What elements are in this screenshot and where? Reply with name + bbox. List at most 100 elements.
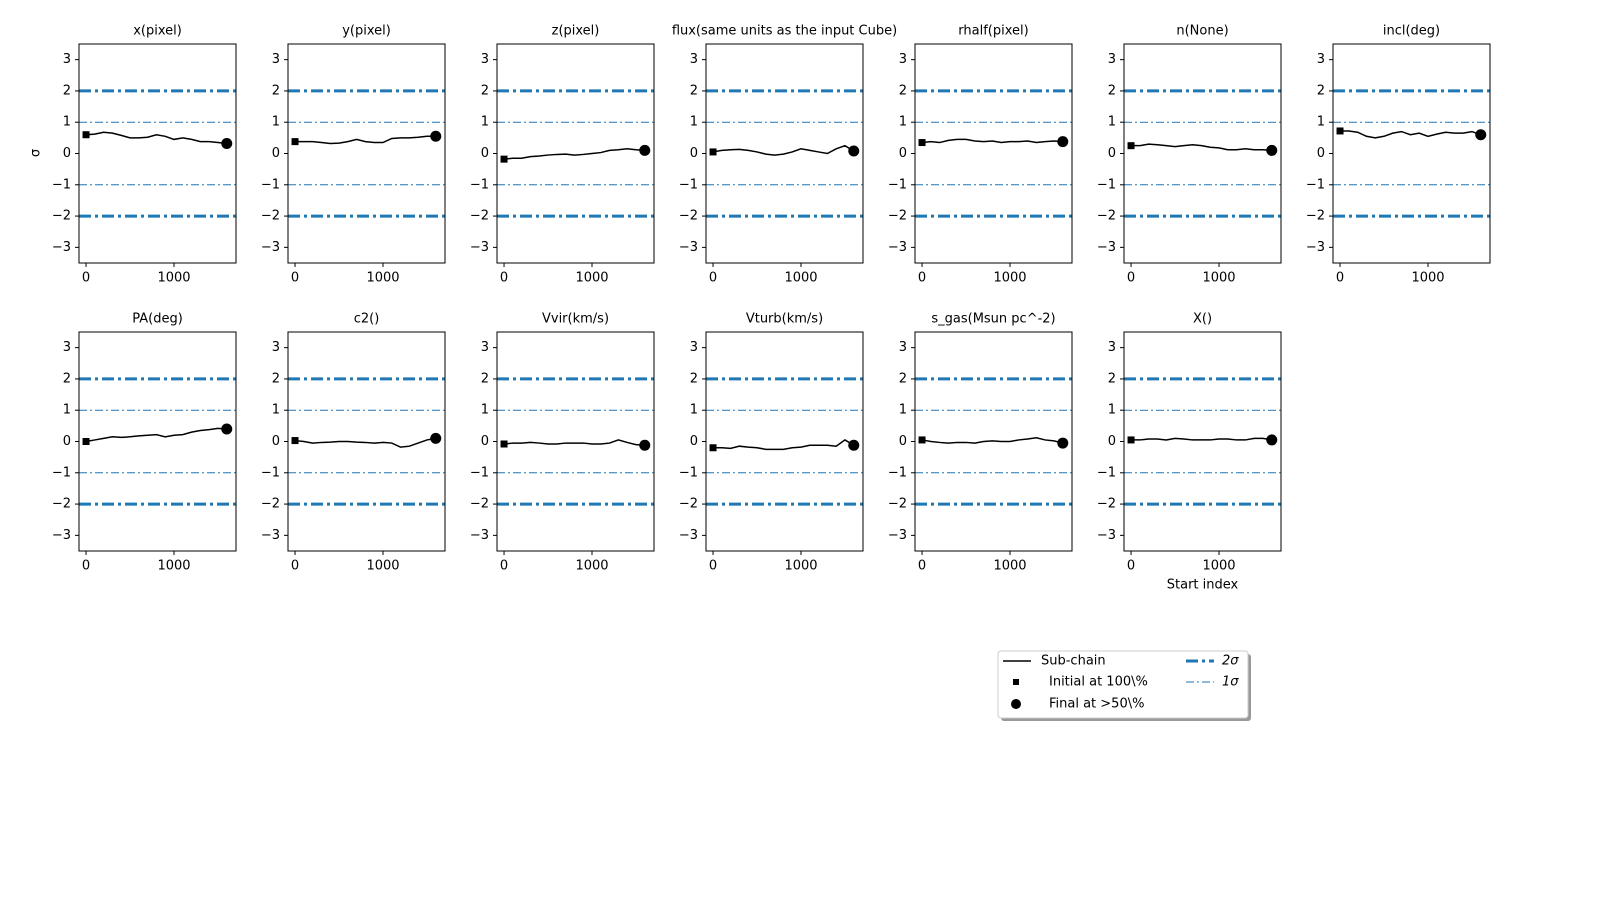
x-tick-label: 1000 — [993, 559, 1026, 574]
sub-chain-line — [1131, 143, 1272, 152]
final-marker — [221, 423, 233, 435]
y-tick-label: 1 — [1108, 115, 1116, 130]
final-marker — [430, 130, 442, 142]
x-tick-label: 0 — [918, 559, 926, 574]
initial-marker — [709, 444, 717, 452]
legend-label: 1σ — [1222, 675, 1239, 690]
sub-chain-line — [85, 427, 227, 443]
y-tick-label: 0 — [481, 146, 489, 161]
y-tick-label: −2 — [261, 209, 280, 224]
y-tick-label: 3 — [63, 52, 71, 67]
y-tick-label: 3 — [272, 340, 280, 355]
sub-chain-line — [713, 439, 855, 451]
y-tick-label: 3 — [481, 52, 489, 67]
x-tick-label: 0 — [709, 271, 717, 286]
legend-circle-sample — [1011, 699, 1021, 709]
y-tick-label: −3 — [1097, 240, 1116, 255]
y-tick-label: −3 — [470, 528, 489, 543]
x-tick-label: 0 — [82, 559, 90, 574]
sub-chain-line — [1340, 130, 1482, 139]
axes-frame — [496, 43, 655, 264]
x-tick-label: 0 — [500, 559, 508, 574]
y-tick-label: 1 — [272, 403, 280, 418]
legend: Sub-chain Initial at 100\% Final at >50\% 2… — [997, 650, 1251, 721]
y-tick-label: 1 — [899, 403, 907, 418]
y-tick-label: 0 — [1108, 434, 1116, 449]
y-tick-label: −1 — [470, 465, 489, 480]
subplot-title: rhalf(pixel) — [958, 24, 1028, 39]
subplot-title: X() — [1193, 312, 1212, 327]
legend-label: Sub-chain — [1041, 654, 1106, 669]
x-tick-label: 0 — [82, 271, 90, 286]
sub-chain-line — [503, 439, 645, 447]
axes-frame — [705, 331, 864, 552]
y-tick-label: −3 — [1306, 240, 1325, 255]
x-tick-label: 1000 — [157, 559, 190, 574]
final-marker — [848, 439, 860, 451]
y-tick-label: −3 — [470, 240, 489, 255]
y-tick-label: 2 — [1317, 83, 1325, 98]
final-marker — [848, 145, 860, 157]
y-tick-label: −2 — [679, 497, 698, 512]
x-tick-label: 1000 — [575, 271, 608, 286]
x-tick-label: 0 — [1336, 271, 1344, 286]
sub-chain-line — [85, 131, 227, 145]
sub-chain-line — [921, 436, 1063, 444]
x-tick-label: 0 — [291, 559, 299, 574]
y-tick-label: 0 — [899, 434, 907, 449]
x-tick-label: 0 — [1127, 271, 1135, 286]
y-tick-label: 3 — [481, 340, 489, 355]
y-tick-label: −1 — [1097, 465, 1116, 480]
subplot-title: Vturb(km/s) — [746, 312, 823, 327]
final-marker — [639, 439, 651, 451]
y-tick-label: −2 — [888, 209, 907, 224]
y-tick-label: −3 — [888, 240, 907, 255]
y-tick-label: 2 — [690, 83, 698, 98]
y-tick-label: −2 — [1097, 209, 1116, 224]
y-tick-label: −3 — [52, 240, 71, 255]
axes-frame — [78, 43, 237, 264]
x-tick-label: 1000 — [784, 559, 817, 574]
initial-marker — [709, 148, 717, 156]
initial-marker — [1127, 142, 1135, 150]
y-tick-label: −1 — [52, 465, 71, 480]
x-tick-label: 1000 — [993, 271, 1026, 286]
axes-frame — [287, 43, 446, 264]
y-tick-label: −3 — [888, 528, 907, 543]
legend-label: Initial at 100\% — [1049, 675, 1148, 690]
y-tick-label: 3 — [899, 340, 907, 355]
y-tick-label: 2 — [899, 83, 907, 98]
y-tick-label: 0 — [63, 434, 71, 449]
final-marker — [1475, 129, 1487, 141]
y-axis-label: σ — [29, 149, 44, 157]
y-tick-label: 1 — [690, 403, 698, 418]
initial-marker — [918, 139, 926, 147]
y-tick-label: −3 — [679, 240, 698, 255]
y-tick-label: 2 — [1108, 83, 1116, 98]
x-tick-label: 0 — [291, 271, 299, 286]
initial-marker — [500, 155, 508, 163]
final-marker — [639, 144, 651, 156]
initial-marker — [1127, 436, 1135, 444]
y-tick-label: −1 — [261, 177, 280, 192]
sub-chain-line — [1131, 437, 1272, 441]
axes-frame — [1123, 331, 1282, 552]
x-tick-label: 1000 — [784, 271, 817, 286]
sub-chain-line — [712, 144, 855, 156]
subplot-title: n(None) — [1176, 24, 1228, 39]
sub-chain-line — [503, 148, 645, 160]
y-tick-label: 1 — [481, 115, 489, 130]
sub-chain-line — [295, 135, 436, 145]
y-tick-label: 3 — [899, 52, 907, 67]
x-tick-label: 1000 — [1202, 559, 1235, 574]
y-tick-label: 0 — [1317, 146, 1325, 161]
axes-frame — [1123, 43, 1282, 264]
legend-label: 2σ — [1222, 654, 1239, 669]
y-tick-label: 3 — [272, 52, 280, 67]
x-axis-label: Start index — [1167, 578, 1239, 593]
final-marker — [221, 137, 233, 149]
y-tick-label: −2 — [52, 209, 71, 224]
y-tick-label: −2 — [1306, 209, 1325, 224]
y-tick-label: 0 — [272, 146, 280, 161]
